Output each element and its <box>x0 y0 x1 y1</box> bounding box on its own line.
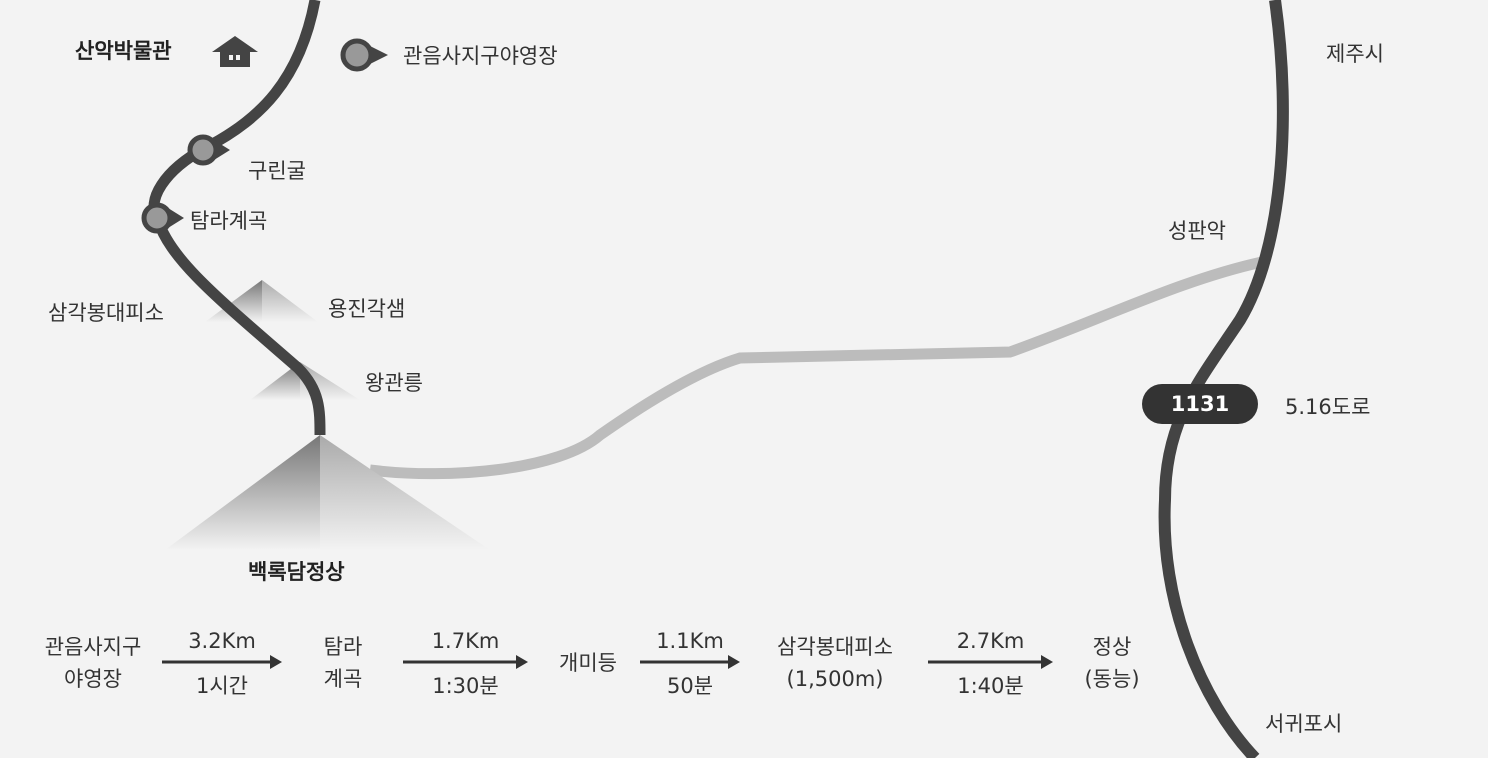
map-label: 백록담정상 <box>248 560 345 584</box>
map-label: 삼각봉대피소 <box>48 301 164 325</box>
route-stop: 탐라 <box>324 635 363 659</box>
arrow-head <box>728 655 740 669</box>
map-label: 5.16도로 <box>1285 395 1370 419</box>
leg-distance: 2.7Km <box>957 629 1025 653</box>
map-label: 탐라계곡 <box>190 209 267 233</box>
route-stop: 계곡 <box>324 667 363 691</box>
map-label: 왕관릉 <box>365 371 423 395</box>
route-stop: 삼각봉대피소 <box>777 635 893 659</box>
route-stop: 정상 <box>1093 635 1132 659</box>
leg-time: 1:30분 <box>432 674 498 698</box>
museum-icon <box>212 36 258 67</box>
map-label: 1131 <box>1171 392 1229 416</box>
route-stop: (동능) <box>1084 667 1139 691</box>
map-label: 관음사지구야영장 <box>403 44 558 68</box>
mountains <box>165 280 490 550</box>
map-label: 산악박물관 <box>75 39 172 63</box>
leg-distance: 3.2Km <box>188 629 256 653</box>
arrow-head <box>516 655 528 669</box>
route-stop: 관음사지구 <box>45 635 142 659</box>
leg-time: 1시간 <box>196 674 248 698</box>
route-arrows <box>162 655 1053 669</box>
map-label: 성판악 <box>1168 219 1226 243</box>
leg-time: 50분 <box>667 674 713 698</box>
arrow-head <box>270 655 282 669</box>
map-label: 용진각샘 <box>328 297 405 321</box>
map-label: 구린굴 <box>248 159 306 183</box>
route-stop: 개미등 <box>559 651 617 675</box>
route-stop: 야영장 <box>64 667 122 691</box>
seongpanak-trail <box>369 256 1264 480</box>
map-label: 제주시 <box>1326 42 1384 66</box>
route-stop: (1,500m) <box>787 667 884 691</box>
leg-distance: 1.1Km <box>656 629 724 653</box>
route-badge <box>1142 384 1258 424</box>
leg-time: 1:40분 <box>957 674 1023 698</box>
markers <box>141 38 388 234</box>
map-label: 서귀포시 <box>1265 712 1342 736</box>
leg-distance: 1.7Km <box>432 629 500 653</box>
arrow-head <box>1041 655 1053 669</box>
